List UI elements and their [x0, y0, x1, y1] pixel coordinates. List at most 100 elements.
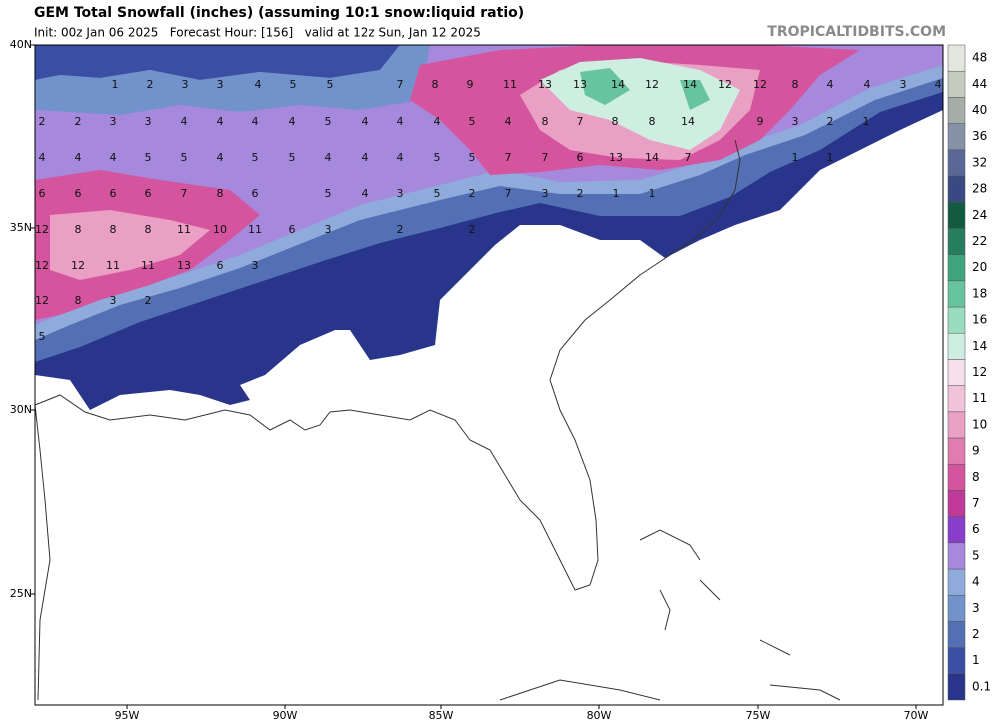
- snow-amount-label: 8: [75, 223, 82, 236]
- snow-amount-label: 12: [35, 259, 49, 272]
- axis-labels: 40N 35N 30N 25N 95W 90W 85W 80W 75W 70W: [10, 38, 929, 722]
- map: [35, 45, 943, 410]
- colorbar-label: 0.1: [972, 679, 991, 693]
- snow-amount-label: 8: [792, 78, 799, 91]
- colorbar-label: 11: [972, 391, 987, 405]
- snow-amount-label: 4: [217, 151, 224, 164]
- snow-amount-label: 6: [145, 187, 152, 200]
- snow-amount-label: 3: [792, 115, 799, 128]
- coast-line: [34, 139, 741, 591]
- colorbar-swatch: [947, 647, 966, 675]
- snow-amount-label: 4: [434, 115, 441, 128]
- site-name: TROPICALTIDBITS.COM: [767, 24, 946, 40]
- snow-amount-label: 12: [645, 78, 659, 91]
- snow-amount-label: 9: [757, 115, 764, 128]
- colorbar-swatch: [947, 490, 966, 517]
- snow-amount-label: 3: [145, 115, 152, 128]
- snow-amount-label: 4: [935, 78, 942, 91]
- colorbar-swatch: [947, 175, 966, 203]
- snow-amount-label: 7: [685, 151, 692, 164]
- longitude-label: 75W: [746, 709, 771, 722]
- snow-amount-label: 11: [141, 259, 155, 272]
- snow-amount-label: 12: [35, 223, 49, 236]
- snow-amount-label: 6: [217, 259, 224, 272]
- snow-amount-label: 4: [252, 115, 259, 128]
- snow-amount-label: 8: [110, 223, 117, 236]
- snow-amount-label: 1: [613, 187, 620, 200]
- longitude-label: 90W: [273, 709, 298, 722]
- snow-amount-label: 4: [255, 78, 262, 91]
- snow-amount-label: 6: [75, 187, 82, 200]
- snow-amount-label: 13: [538, 78, 552, 91]
- snow-amount-label: 14: [611, 78, 625, 91]
- snow-shading: [50, 210, 210, 280]
- snow-amount-label: 9: [467, 78, 474, 91]
- snow-amount-label: 11: [503, 78, 517, 91]
- colorbar-swatch: [947, 385, 966, 413]
- snow-shading: [35, 45, 430, 115]
- colorbar-label: 1: [972, 653, 980, 667]
- snow-amount-label: 4: [217, 115, 224, 128]
- snow-amount-label: 8: [432, 78, 439, 91]
- snow-amount-label: 14: [683, 78, 697, 91]
- snow-amount-label: 5: [290, 78, 297, 91]
- snow-amount-label: 3: [110, 115, 117, 128]
- snow-amount-label: 2: [469, 223, 476, 236]
- colorbar-swatch: [947, 332, 966, 360]
- snow-amount-label: 4: [362, 187, 369, 200]
- latitude-label: 35N: [10, 221, 32, 234]
- snow-amount-label: 8: [145, 223, 152, 236]
- snow-amount-label: 8: [612, 115, 619, 128]
- snow-amount-label: 5: [252, 151, 259, 164]
- snow-amount-label: 2: [39, 115, 46, 128]
- snow-amount-label: 2: [75, 115, 82, 128]
- snow-amount-label: 5: [325, 115, 332, 128]
- colorbar-swatch: [947, 359, 966, 386]
- colorbar-label: 20: [972, 260, 987, 274]
- colorbar-swatch: [947, 306, 966, 334]
- snow-amount-label: 8: [542, 115, 549, 128]
- snow-amount-label: 1: [112, 78, 119, 91]
- snow-amount-label: 2: [469, 187, 476, 200]
- snow-amount-label: 4: [362, 115, 369, 128]
- colorbar-label: 48: [972, 51, 987, 65]
- colorbar-swatch: [947, 254, 966, 282]
- snow-amount-label: 12: [71, 259, 85, 272]
- snow-amount-label: 3: [217, 78, 224, 91]
- snow-amount-label: 1: [649, 187, 656, 200]
- snow-amount-label: 6: [289, 223, 296, 236]
- snow-amount-label: 5: [289, 151, 296, 164]
- colorbar-swatch: [947, 411, 966, 439]
- snow-amount-label: 7: [505, 151, 512, 164]
- colorbar-swatch: [947, 149, 966, 177]
- snow-amount-label: 6: [39, 187, 46, 200]
- subtitle: Init: 00z Jan 06 2025 Forecast Hour: [15…: [34, 26, 481, 40]
- latitude-label: 40N: [10, 38, 32, 51]
- colorbar-label: 36: [972, 129, 987, 143]
- snow-amount-label: 4: [289, 115, 296, 128]
- snow-amount-label: 5: [434, 187, 441, 200]
- snow-amount-label: 7: [577, 115, 584, 128]
- snow-amount-label: 2: [827, 115, 834, 128]
- snow-amount-label: 11: [106, 259, 120, 272]
- snow-amount-label: 3: [900, 78, 907, 91]
- snow-amount-label: 4: [362, 151, 369, 164]
- snow-amount-label: 4: [110, 151, 117, 164]
- snow-amount-label: 6: [252, 187, 259, 200]
- snow-amount-label: 14: [681, 115, 695, 128]
- snow-amount-label: 4: [397, 151, 404, 164]
- snow-amount-label: 5: [327, 78, 334, 91]
- colorbar-swatch: [947, 568, 966, 596]
- snow-amount-label: 6: [577, 151, 584, 164]
- snow-amount-label: 2: [145, 294, 152, 307]
- colorbar-swatch: [947, 123, 966, 151]
- snow-amount-label: 7: [505, 187, 512, 200]
- snow-amount-label: 5: [434, 151, 441, 164]
- colorbar-label: 9: [972, 444, 980, 458]
- snow-shading: [35, 45, 400, 80]
- coast-line: [34, 404, 51, 701]
- snow-amount-label: 3: [182, 78, 189, 91]
- snow-amount-label: 14: [645, 151, 659, 164]
- colorbar-label: 3: [972, 601, 980, 615]
- longitude-label: 95W: [115, 709, 140, 722]
